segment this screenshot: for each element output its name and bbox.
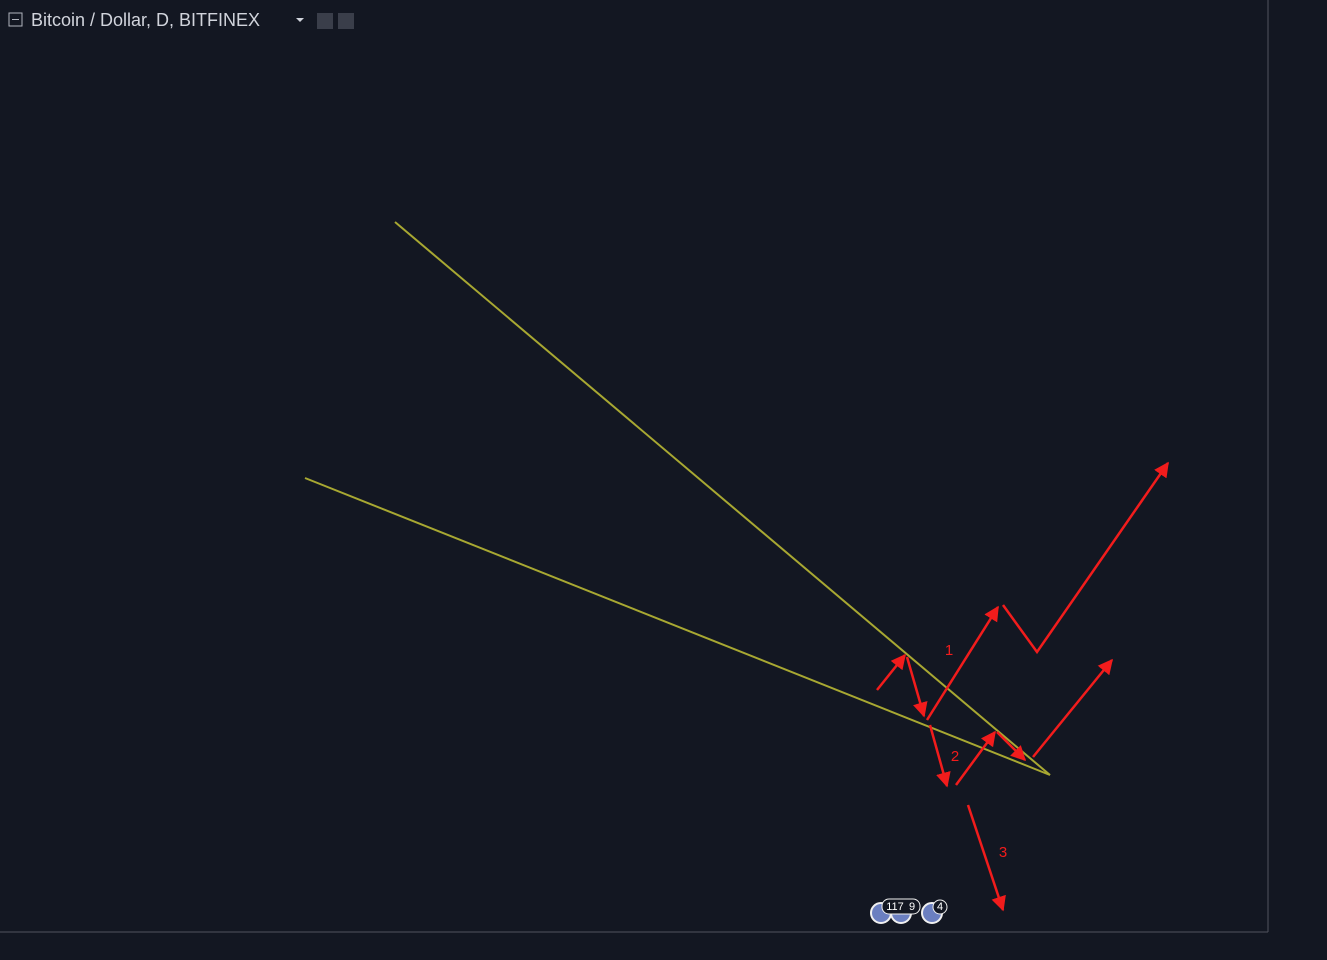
arrow: [966, 804, 1006, 912]
lower-trend-line: [304, 477, 1051, 776]
arrow: [996, 731, 1027, 762]
arrow: [928, 724, 951, 788]
symbol-title: Bitcoin / Dollar, D, BITFINEX: [31, 10, 260, 30]
event-badge: [932, 899, 948, 915]
annotation: 1: [945, 642, 953, 659]
icon[interactable]: [338, 13, 354, 29]
price-axis: [1268, 0, 1327, 960]
arrow: [876, 653, 906, 691]
event-count: 4: [937, 901, 943, 913]
arrow: [1032, 658, 1113, 758]
arrow: [905, 656, 928, 718]
annotation-labels: 1 2 3: [945, 642, 1007, 861]
dropdown[interactable]: [296, 18, 304, 22]
arrow: [1001, 461, 1170, 655]
events: 117 9 4: [870, 898, 948, 924]
forecast-arrows: [876, 461, 1170, 912]
arrow: [954, 730, 997, 786]
annotation: 2: [951, 748, 959, 765]
icon[interactable]: [317, 13, 333, 29]
annotation: 3: [999, 844, 1007, 861]
event-count: 117: [886, 901, 904, 913]
event-count: 9: [909, 901, 915, 913]
collapse-icon[interactable]: [8, 12, 23, 27]
time-axis: [0, 932, 1268, 960]
arrow: [925, 605, 1000, 721]
event-badge: [881, 898, 921, 915]
trend-lines: [304, 221, 1051, 776]
legend: Bitcoin / Dollar, D, BITFINEX: [8, 10, 354, 30]
upper-trend-line: [394, 221, 1051, 776]
